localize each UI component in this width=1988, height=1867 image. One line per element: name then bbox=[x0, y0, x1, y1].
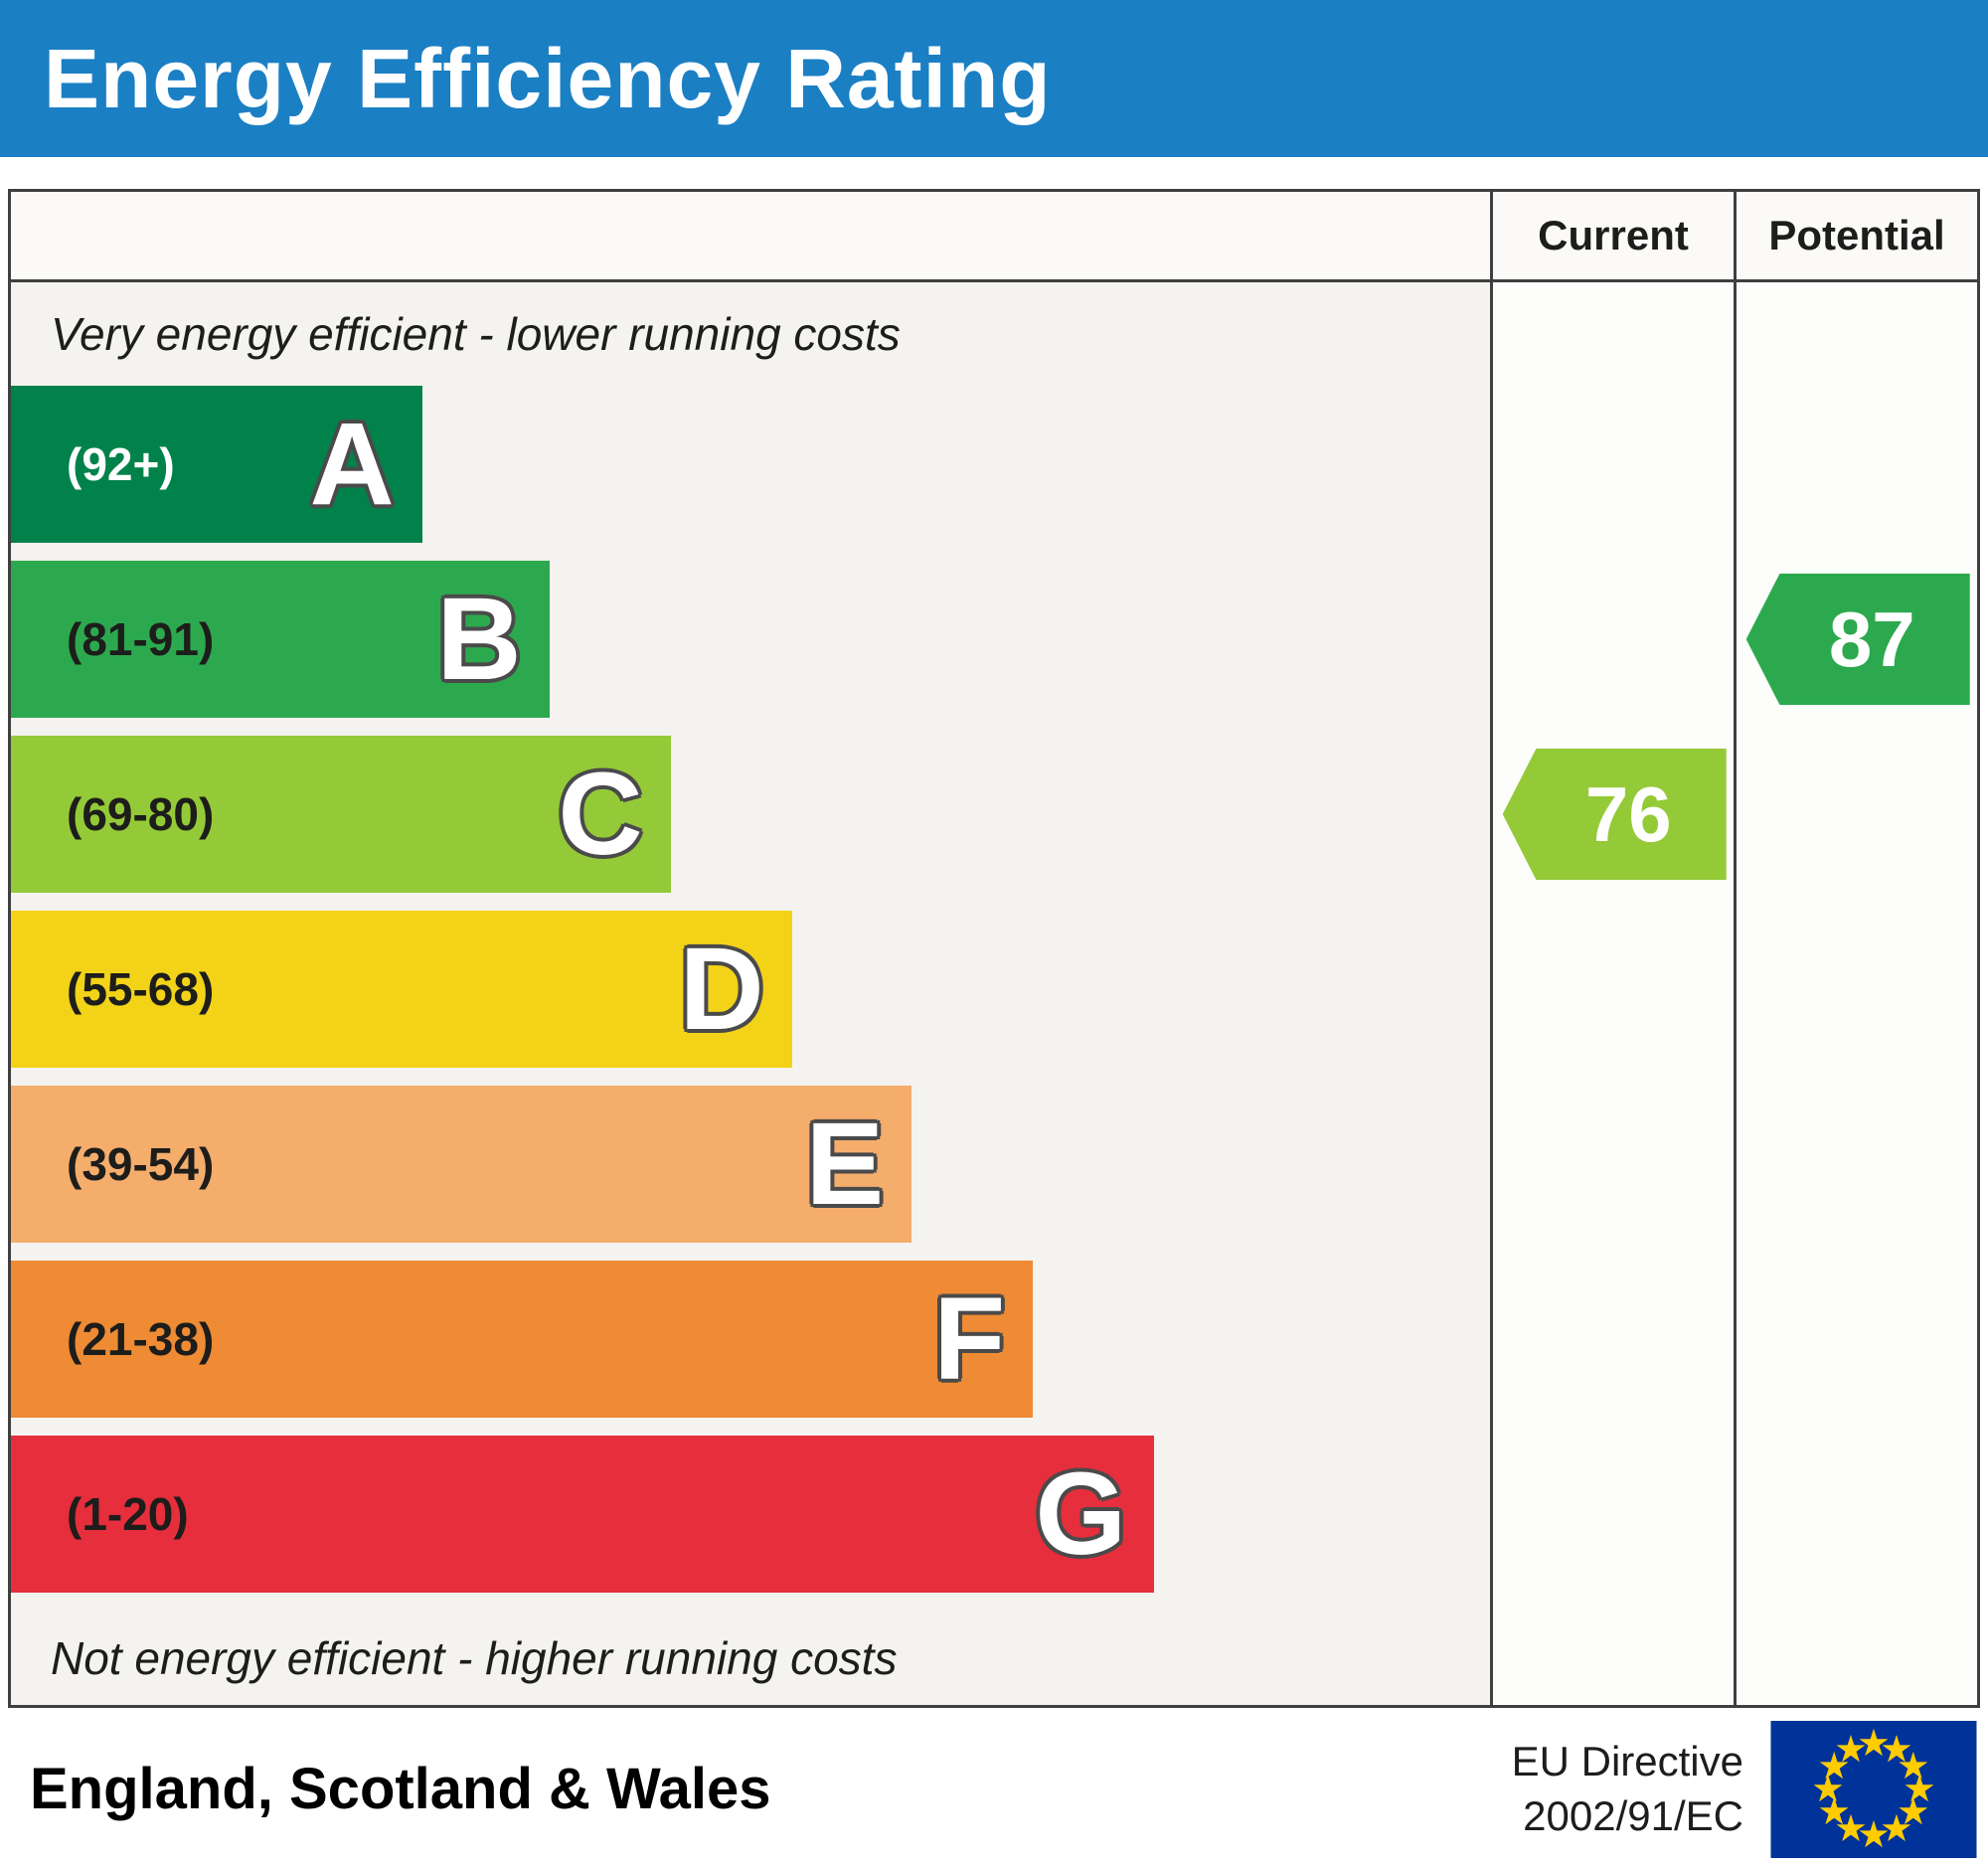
band-letter: F bbox=[933, 1273, 1006, 1405]
band-letter: C bbox=[558, 749, 643, 880]
band-bar-c: (69-80) C bbox=[11, 736, 671, 893]
header-spacer bbox=[11, 192, 1490, 279]
title-banner: Energy Efficiency Rating bbox=[0, 0, 1988, 157]
eu-directive-label: EU Directive 2002/91/EC bbox=[1512, 1735, 1743, 1843]
band-bar-a: (92+) A bbox=[11, 386, 422, 543]
current-rating-arrow: 76 bbox=[1502, 749, 1727, 880]
potential-column-header: Potential bbox=[1734, 192, 1977, 279]
band-bar-b: (81-91) B bbox=[11, 561, 550, 718]
eu-directive-line2: 2002/91/EC bbox=[1523, 1791, 1743, 1839]
band-bar-g: (1-20) G bbox=[11, 1436, 1155, 1593]
band-bar-e: (39-54) E bbox=[11, 1086, 912, 1243]
page-title: Energy Efficiency Rating bbox=[44, 31, 1052, 125]
eu-flag-icon bbox=[1770, 1720, 1977, 1858]
bottom-note: Not energy efficient - higher running co… bbox=[51, 1631, 898, 1684]
bands-column: Very energy efficient - lower running co… bbox=[11, 282, 1490, 1705]
band-range-label: (55-68) bbox=[67, 963, 215, 1015]
band-letter: A bbox=[309, 399, 395, 530]
column-header-row: Current Potential bbox=[11, 192, 1977, 282]
footer: England, Scotland & Wales EU Directive 2… bbox=[0, 1711, 1988, 1867]
band-letter: E bbox=[805, 1099, 885, 1230]
band-letter: G bbox=[1035, 1448, 1127, 1580]
band-range-label: (92+) bbox=[67, 438, 175, 490]
band-range-label: (81-91) bbox=[67, 613, 215, 665]
potential-rating-arrow: 87 bbox=[1745, 574, 1970, 705]
potential-rating-value: 87 bbox=[1828, 594, 1915, 683]
band-range-label: (39-54) bbox=[67, 1138, 215, 1190]
current-rating-value: 76 bbox=[1584, 769, 1672, 858]
top-note: Very energy efficient - lower running co… bbox=[51, 308, 901, 360]
energy-rating-chart: Current Potential Very energy efficient … bbox=[8, 189, 1980, 1708]
band-letter: D bbox=[679, 924, 764, 1055]
eu-directive-line1: EU Directive bbox=[1511, 1737, 1743, 1784]
band-range-label: (69-80) bbox=[67, 788, 215, 840]
band-bar-f: (21-38) F bbox=[11, 1261, 1034, 1418]
region-label: England, Scotland & Wales bbox=[30, 1757, 771, 1821]
band-range-label: (1-20) bbox=[67, 1488, 189, 1540]
band-range-label: (21-38) bbox=[67, 1313, 215, 1365]
band-letter: B bbox=[436, 574, 522, 705]
current-column-header: Current bbox=[1490, 192, 1734, 279]
chart-body: Very energy efficient - lower running co… bbox=[11, 282, 1977, 1705]
band-bar-d: (55-68) D bbox=[11, 911, 792, 1068]
potential-column: 87 bbox=[1734, 282, 1977, 1705]
current-column: 76 bbox=[1490, 282, 1734, 1705]
